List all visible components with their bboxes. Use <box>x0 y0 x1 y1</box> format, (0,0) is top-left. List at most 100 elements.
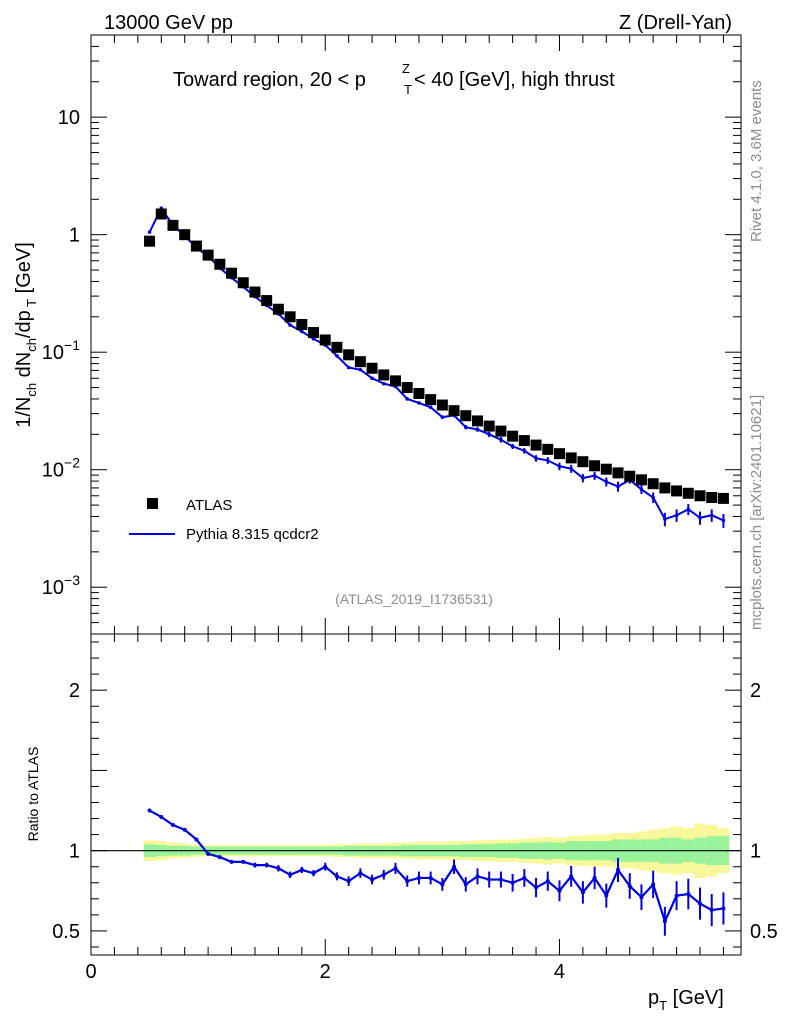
ratio-point <box>381 872 386 877</box>
region-title-head: Toward region, 20 < p <box>173 69 366 91</box>
ratio-point <box>651 882 656 887</box>
atlas-data-point <box>425 394 437 406</box>
ratio-point <box>299 867 304 872</box>
atlas-data-point <box>144 235 156 247</box>
ratio-point <box>557 888 562 893</box>
atlas-data-point <box>296 319 308 331</box>
atlas-data-point <box>659 482 671 494</box>
atlas-data-point <box>507 430 519 442</box>
ratio-point <box>370 877 375 882</box>
atlas-data-point <box>717 492 729 504</box>
ratio-point <box>276 866 281 871</box>
mc-point <box>698 515 702 520</box>
atlas-data-point <box>671 485 683 497</box>
ratio-point <box>416 875 421 880</box>
ratio-point <box>698 901 703 906</box>
mc-point <box>639 487 644 492</box>
mc-point <box>300 329 304 334</box>
mc-point <box>674 513 679 518</box>
ratio-y-tick-label: 0.5 <box>52 921 80 943</box>
ratio-point <box>674 893 679 898</box>
mc-point <box>510 444 515 449</box>
x-axis-title: pT [GeV] <box>648 987 724 1013</box>
mc-point <box>569 466 573 471</box>
ratio-y-label: Ratio to ATLAS <box>25 747 41 842</box>
atlas-data-point <box>635 474 647 486</box>
ratio-point <box>452 864 457 869</box>
mc-point <box>557 464 562 469</box>
main-y-tick-label: 1 <box>69 225 80 247</box>
region-title-sub: T <box>404 82 412 97</box>
atlas-data-point <box>237 277 249 289</box>
atlas-data-point <box>460 410 472 422</box>
atlas-data-point <box>378 369 390 381</box>
ratio-point <box>463 882 468 887</box>
atlas-data-point <box>682 487 694 499</box>
mc-point <box>709 513 714 518</box>
mc-point <box>370 376 374 381</box>
analysis-id: (ATLAS_2019_I1736531) <box>335 591 493 607</box>
atlas-data-point <box>436 399 448 411</box>
atlas-data-point <box>331 341 343 353</box>
ratio-point <box>147 808 152 813</box>
process-label: Z (Drell-Yan) <box>619 12 732 34</box>
atlas-data-point <box>518 435 530 447</box>
main-y-tick-label: 10−1 <box>42 337 80 364</box>
mc-point <box>463 425 468 429</box>
ratio-point <box>311 871 316 876</box>
ratio-point <box>709 908 714 913</box>
mc-point <box>499 437 503 442</box>
atlas-data-point <box>542 443 554 455</box>
ratio-point <box>545 879 550 884</box>
atlas-data-point <box>530 439 542 451</box>
atlas-data-point <box>589 460 601 472</box>
ratio-y-tick-label: 2 <box>69 680 80 702</box>
atlas-data-point <box>214 258 226 270</box>
ratio-y-tick-label-right: 2 <box>750 680 761 702</box>
atlas-data-point <box>261 295 273 307</box>
ratio-point <box>323 864 328 869</box>
ratio-point <box>393 866 398 871</box>
mc-point <box>428 405 433 410</box>
main-y-tick-label: 10−2 <box>42 455 80 482</box>
mc-point <box>604 479 609 484</box>
ratio-point <box>428 875 433 880</box>
atlas-data-point <box>155 208 167 220</box>
atlas-data-point <box>471 415 483 427</box>
ratio-point <box>217 855 222 860</box>
ratio-y-tick-label: 1 <box>69 841 80 863</box>
ratio-point <box>182 827 187 832</box>
mc-point <box>346 365 351 370</box>
ratio-point <box>170 822 175 827</box>
ratio-point <box>241 859 246 864</box>
atlas-data-point <box>226 267 238 279</box>
main-y-tick-label: 10 <box>58 107 80 129</box>
main-plot-layer: 10−3 10−2 10−1 1 10 <box>42 34 741 635</box>
atlas-data-point <box>600 463 612 475</box>
x-tick-label: 2 <box>320 961 331 983</box>
legend-mc-label: Pythia 8.315 qcdcr2 <box>186 526 319 543</box>
ratio-point <box>510 880 515 885</box>
atlas-data-point <box>413 388 425 400</box>
atlas-data-point <box>354 356 366 368</box>
atlas-data-point <box>483 420 495 432</box>
region-title-tail: < 40 [GeV], high thrust <box>414 69 615 91</box>
mc-point <box>616 484 620 489</box>
mc-point <box>534 456 538 461</box>
ratio-point <box>252 863 257 868</box>
ratio-point <box>358 871 363 876</box>
ratio-point <box>206 851 211 856</box>
mc-point <box>545 458 550 463</box>
mc-point <box>651 495 655 500</box>
atlas-data-point <box>565 452 577 464</box>
mc-point <box>335 354 339 358</box>
mcplots-label: mcplots.cern.ch [arXiv:2401.10621] <box>748 395 765 630</box>
ratio-point <box>498 877 503 882</box>
ratio-point <box>592 875 597 880</box>
ratio-point <box>627 883 632 888</box>
atlas-data-point <box>249 286 261 298</box>
rivet-label: Rivet 4.1.0, 3.6M events <box>748 80 765 242</box>
atlas-data-point <box>495 425 507 437</box>
ratio-y-tick-label-right: 1 <box>750 841 761 863</box>
ratio-point <box>334 874 339 879</box>
